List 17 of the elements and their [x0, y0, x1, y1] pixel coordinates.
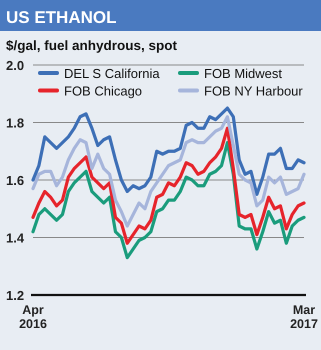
line-series — [31, 106, 306, 196]
y-tick-label: 1.2 — [6, 288, 24, 303]
legend-label: FOB NY Harbour — [204, 84, 304, 98]
y-tick-label: 1.6 — [6, 173, 24, 188]
x-tick-label: Apr 2016 — [19, 303, 47, 331]
chart-title: US ETHANOL — [6, 8, 116, 27]
chart-subtitle: $/gal, fuel anhydrous, spot — [6, 38, 178, 53]
legend-label: FOB Midwest — [204, 66, 282, 81]
legend-label: DEL S California — [64, 66, 160, 81]
y-tick-label: 1.4 — [6, 230, 25, 246]
x-tick-label: Mar 2017 — [290, 303, 318, 331]
line-series — [31, 141, 306, 260]
line-series — [31, 126, 306, 245]
legend-label: FOB Chicago — [64, 84, 142, 98]
line-series — [31, 115, 306, 228]
y-tick-label: 1.8 — [6, 116, 24, 130]
y-tick-label: 2.0 — [6, 58, 24, 73]
